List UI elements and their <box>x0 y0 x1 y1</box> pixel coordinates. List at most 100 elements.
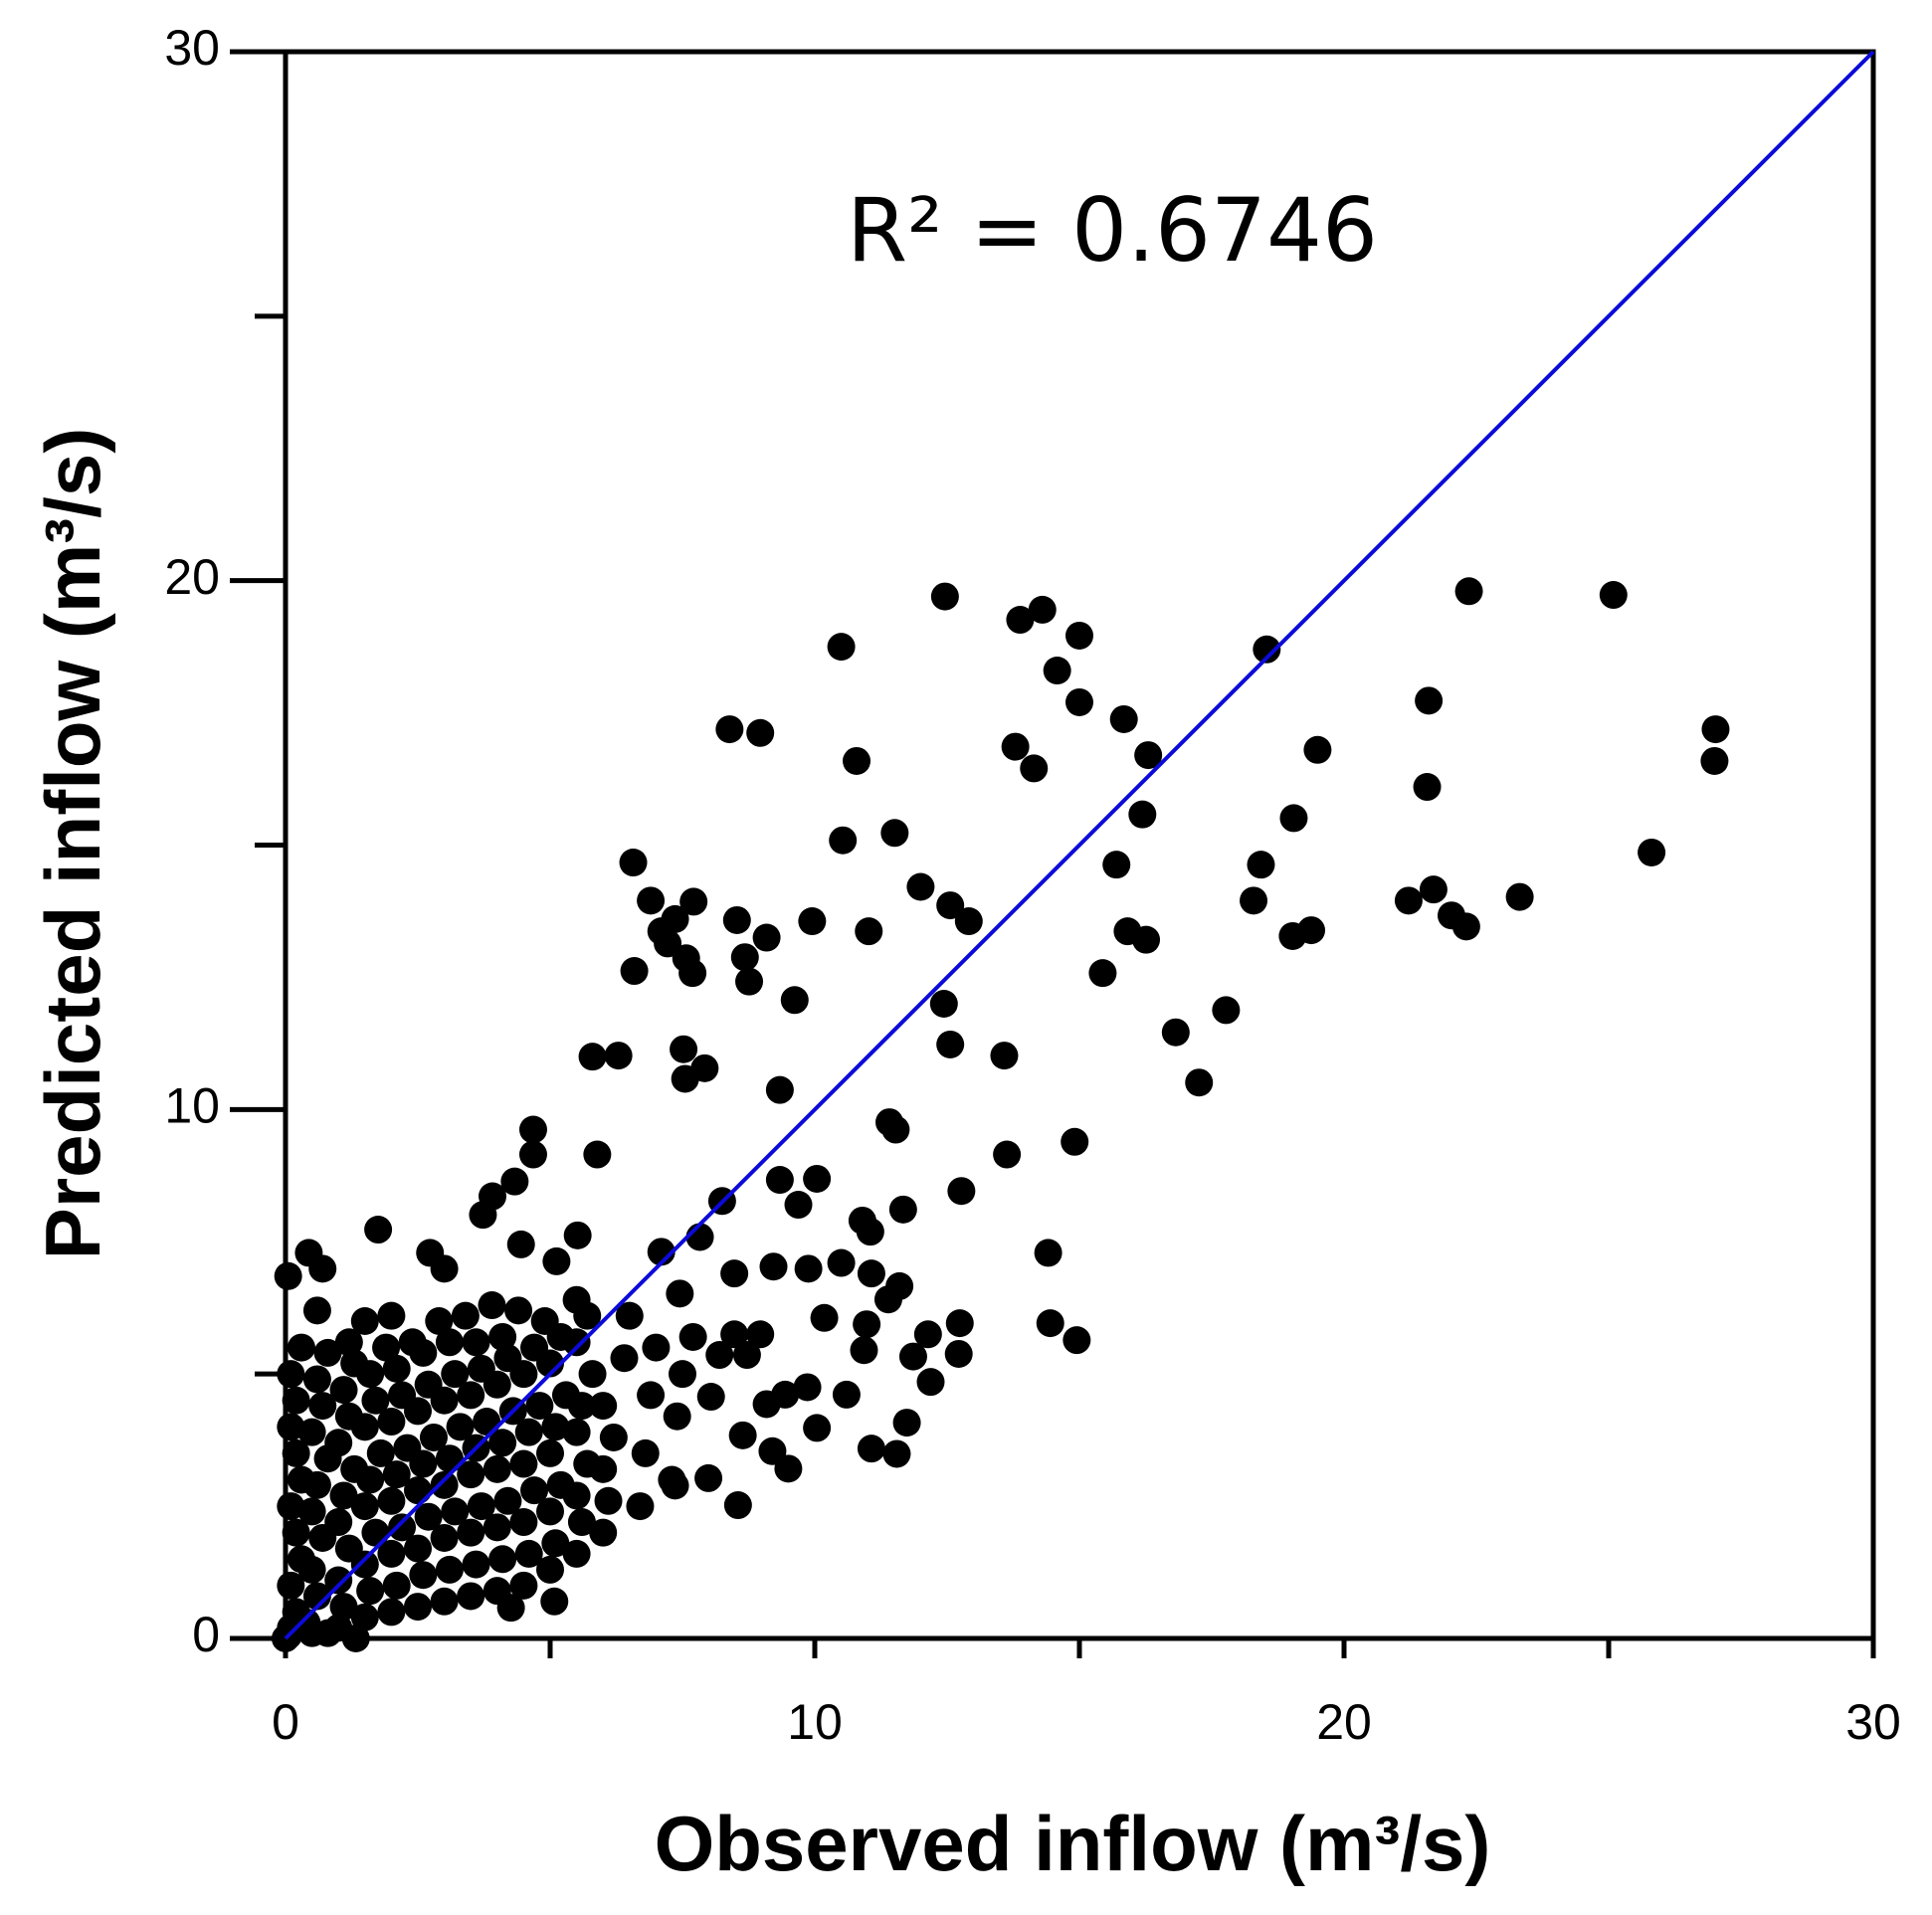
point <box>619 849 648 877</box>
point <box>671 1064 699 1093</box>
point <box>518 1140 547 1169</box>
point <box>441 1360 470 1389</box>
point <box>409 1338 438 1367</box>
point <box>765 1075 794 1104</box>
point <box>274 1261 302 1290</box>
point <box>752 923 781 952</box>
point <box>1043 657 1071 685</box>
point <box>993 1140 1022 1169</box>
point <box>678 959 707 988</box>
point <box>377 1598 406 1627</box>
point <box>1599 581 1628 610</box>
point <box>382 1571 411 1600</box>
point <box>669 1360 696 1389</box>
point <box>356 1577 385 1606</box>
point <box>1454 577 1483 606</box>
point <box>446 1413 475 1441</box>
point <box>409 1449 438 1478</box>
point <box>679 887 708 916</box>
point <box>1161 1018 1190 1047</box>
point <box>366 1438 395 1467</box>
point <box>282 1438 310 1467</box>
point <box>1132 925 1161 954</box>
point <box>793 1373 822 1402</box>
point <box>488 1322 517 1351</box>
point <box>509 1360 538 1389</box>
point <box>525 1392 554 1421</box>
point <box>469 1201 497 1230</box>
point <box>277 1413 305 1441</box>
point <box>467 1492 495 1521</box>
point <box>578 1360 607 1389</box>
point <box>536 1438 564 1467</box>
point <box>372 1333 401 1362</box>
point <box>936 1030 965 1058</box>
point <box>746 718 775 747</box>
point <box>382 1354 411 1383</box>
point <box>832 1380 861 1409</box>
point <box>589 1518 618 1547</box>
point <box>720 1259 749 1288</box>
point <box>377 1408 406 1436</box>
point <box>388 1513 417 1542</box>
point <box>404 1534 432 1563</box>
y-tick-label: 0 <box>192 1607 220 1662</box>
point <box>810 1303 839 1332</box>
point <box>626 1492 655 1521</box>
point <box>1240 886 1268 915</box>
point <box>334 1328 363 1357</box>
point <box>462 1328 490 1357</box>
point <box>509 1449 538 1478</box>
point <box>430 1587 459 1616</box>
point <box>578 1043 607 1071</box>
point <box>880 819 909 848</box>
point <box>746 1320 775 1349</box>
point <box>514 1418 543 1446</box>
point <box>1419 875 1448 904</box>
point <box>324 1429 353 1457</box>
point <box>1036 1309 1064 1338</box>
point <box>488 1429 517 1457</box>
point <box>615 1301 644 1330</box>
point <box>936 891 965 920</box>
point <box>302 1470 331 1499</box>
point <box>696 1383 725 1412</box>
point <box>350 1603 379 1631</box>
point <box>857 1259 885 1288</box>
point <box>1415 686 1444 715</box>
point <box>906 872 935 901</box>
point <box>361 1386 390 1415</box>
point <box>610 1344 639 1373</box>
point <box>678 1322 707 1351</box>
point <box>685 1223 714 1251</box>
point <box>1394 886 1423 915</box>
point <box>404 1476 432 1505</box>
point <box>663 1402 691 1431</box>
point <box>567 1392 596 1421</box>
point <box>514 1539 543 1568</box>
point <box>929 990 958 1018</box>
point <box>419 1423 448 1451</box>
point <box>302 1582 331 1611</box>
point <box>765 1166 794 1195</box>
point <box>1020 754 1049 783</box>
point <box>493 1486 522 1515</box>
point <box>404 1593 432 1622</box>
point <box>930 582 959 611</box>
point <box>631 1438 660 1467</box>
point <box>599 1423 628 1451</box>
point <box>425 1307 454 1335</box>
point <box>1065 687 1093 716</box>
point <box>913 1320 942 1349</box>
point <box>735 967 764 996</box>
point <box>827 1248 856 1277</box>
point <box>520 1476 549 1505</box>
point <box>409 1561 438 1590</box>
point <box>277 1360 305 1389</box>
point <box>435 1328 464 1357</box>
point <box>356 1465 385 1494</box>
point <box>1061 1127 1089 1156</box>
point <box>324 1566 353 1595</box>
